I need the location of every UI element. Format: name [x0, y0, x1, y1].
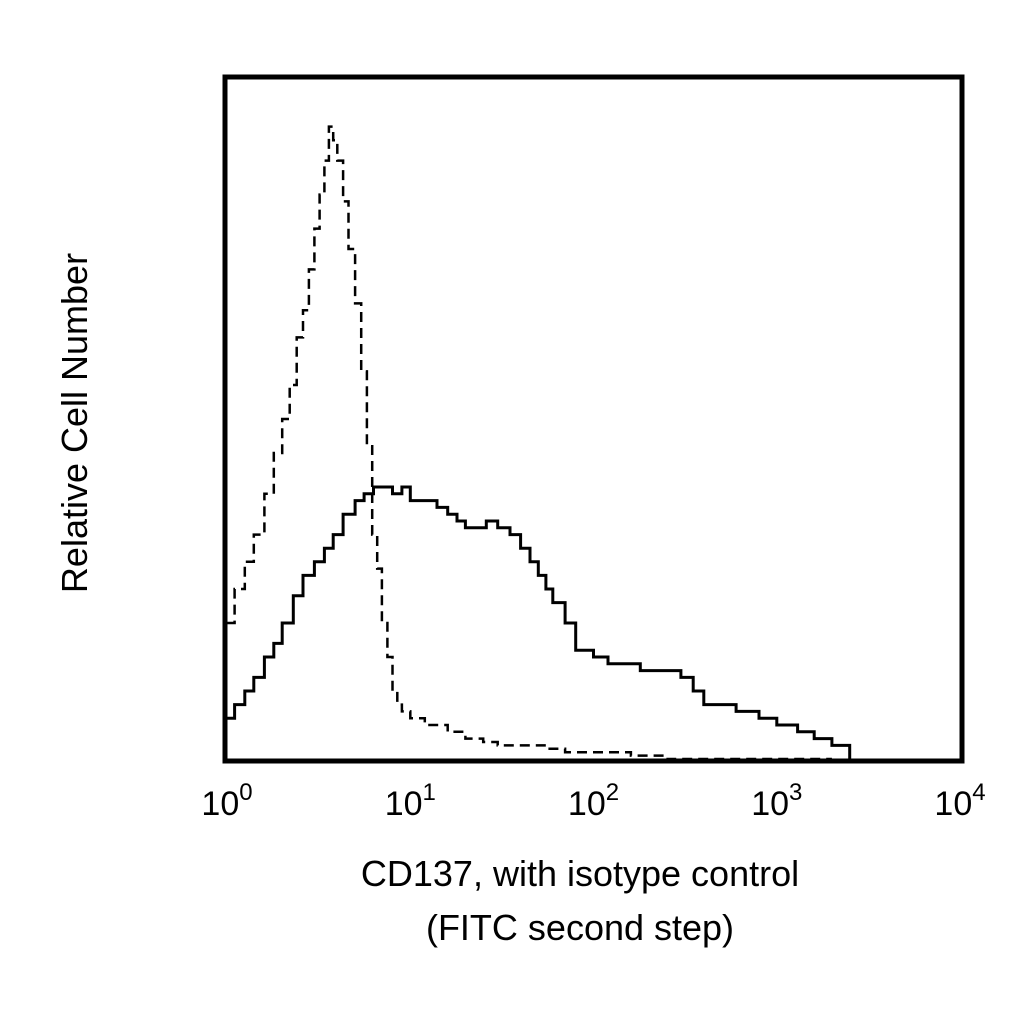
x-tick-label: 101 [385, 779, 436, 823]
series-layer [227, 125, 852, 761]
x-tick-base: 10 [201, 785, 239, 823]
x-tick-label: 102 [568, 779, 619, 823]
x-tick-base: 10 [568, 785, 606, 823]
x-tick-label: 103 [751, 779, 802, 823]
isotype-control-histogram-line [227, 125, 832, 761]
x-axis-label-line-1: CD137, with isotype control [361, 853, 799, 894]
y-axis-label: Relative Cell Number [54, 253, 95, 593]
x-tick-base: 10 [751, 785, 789, 823]
x-tick-label: 100 [201, 779, 252, 823]
x-tick-exponent: 1 [423, 779, 436, 806]
plot-area [222, 74, 965, 764]
x-axis-ticks: 100 101 102 103 104 [201, 779, 985, 823]
x-tick-exponent: 0 [239, 779, 252, 806]
x-axis-label-line-2: (FITC second step) [426, 907, 734, 948]
x-tick-base: 10 [934, 785, 972, 823]
x-tick-exponent: 2 [606, 779, 619, 806]
plot-frame [222, 74, 965, 764]
cd137-histogram-line [227, 485, 852, 759]
x-tick-base: 10 [385, 785, 423, 823]
x-tick-label: 104 [934, 779, 985, 823]
x-tick-exponent: 3 [789, 779, 802, 806]
x-tick-exponent: 4 [972, 779, 985, 806]
